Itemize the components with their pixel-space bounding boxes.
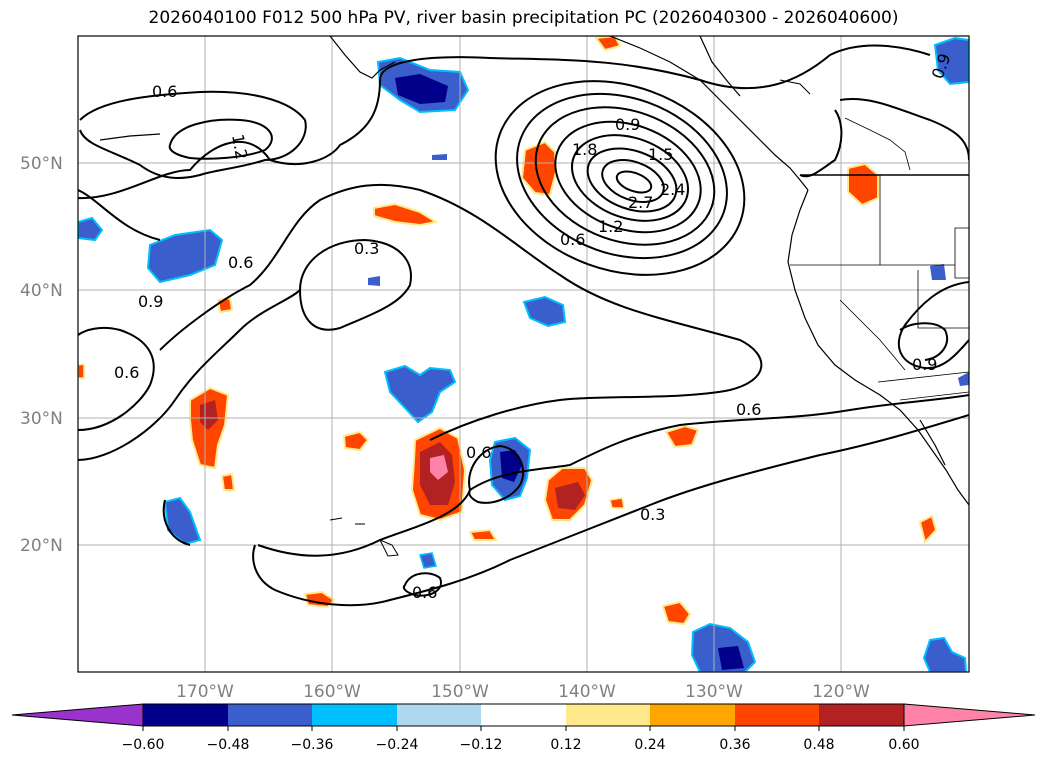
precip-patch-positive: [609, 497, 625, 509]
colorbar-tick-label: −0.60: [122, 737, 165, 753]
contour-label: 2.7: [628, 193, 653, 212]
precip-patch-negative: [163, 496, 202, 546]
lon-label-170w: 170°W: [176, 682, 234, 702]
contour-label: 0.6: [114, 363, 139, 382]
colorbar-tick-label: 0.12: [550, 737, 581, 753]
precip-patch-positive: [594, 36, 622, 52]
precip-patch-positive: [468, 528, 498, 541]
lat-label-40n: 40°N: [20, 281, 63, 301]
lat-label-30n: 30°N: [20, 409, 63, 429]
contour-label: 0.9: [615, 115, 640, 134]
contour-label: 0.6: [228, 253, 253, 272]
contour-label: 2.4: [660, 180, 685, 199]
colorbar-ticks: [142, 726, 905, 731]
contour-label: 1.5: [648, 145, 673, 164]
contour-label: 0.6: [152, 82, 177, 101]
colorbar-tick-label: −0.24: [376, 737, 419, 753]
precip-patch-negative: [146, 228, 224, 284]
lat-label-20n: 20°N: [20, 536, 63, 556]
precip-patch-negative: [78, 216, 104, 242]
colorbar-segment: [228, 704, 312, 726]
precip-patch-positive: [661, 600, 692, 626]
pv-contours: [78, 44, 969, 607]
colorbar-segment: [481, 704, 566, 726]
precip-patch-negative: [922, 636, 968, 672]
precip-patch-negative: [522, 295, 567, 328]
colorbar-tick-label: −0.36: [291, 737, 334, 753]
lon-label-140w: 140°W: [558, 682, 616, 702]
colorbar-tick-label: −0.48: [207, 737, 250, 753]
precip-patch-positive: [373, 202, 439, 227]
precip-patch-positive: [520, 140, 558, 197]
contour-label: 0.6: [560, 230, 585, 249]
lon-label-150w: 150°W: [431, 682, 489, 702]
latitude-labels: 50°N 40°N 30°N 20°N: [20, 154, 63, 556]
colorbar-tick-label: 0.24: [634, 737, 665, 753]
precip-patch-negative: [718, 646, 744, 670]
colorbar-segment: [312, 704, 397, 726]
colorbar-segment: [650, 704, 735, 726]
colorbar-tick-label: 0.36: [719, 737, 750, 753]
colorbar-segment: [735, 704, 819, 726]
contour-label: 1.2: [228, 133, 251, 161]
contour-label: 1.8: [572, 140, 597, 159]
contour-label: 0.6: [466, 443, 491, 462]
precip-patch-negative: [383, 364, 457, 424]
colorbar-outline: [142, 703, 905, 727]
colorbar-extend-high: [903, 703, 1036, 727]
colorbar-tick-label: −0.12: [460, 737, 503, 753]
precip-patch-positive: [342, 430, 370, 452]
colorbar-tick-label: 0.60: [888, 737, 919, 753]
contour-label: 0.9: [912, 355, 937, 374]
precip-patch-negative: [933, 36, 969, 86]
colorbar-extend-low: [11, 703, 144, 727]
contour-label: 0.6: [412, 583, 437, 602]
lon-label-120w: 120°W: [812, 682, 870, 702]
precip-patch-negative: [368, 276, 380, 286]
colorbar-segment: [566, 704, 650, 726]
precip-patch-positive: [555, 482, 585, 510]
precip-patch-positive: [78, 363, 85, 379]
precip-patch-positive: [220, 472, 236, 491]
lon-label-130w: 130°W: [685, 682, 743, 702]
colorbar-segment: [819, 704, 904, 726]
lon-label-160w: 160°W: [303, 682, 361, 702]
colorbar: −0.60 −0.48 −0.36 −0.24 −0.12 0.12 0.24 …: [11, 703, 1036, 753]
colorbar-segment: [397, 704, 481, 726]
precip-patch-negative: [419, 552, 437, 569]
precip-patch-negative: [930, 264, 946, 280]
map-background: [78, 36, 969, 672]
precip-patch-negative: [958, 372, 969, 386]
contour-labels: 0.6 1.2 0.9 1.8 1.5 2.7 2.4 1.2 0.6 0.3 …: [114, 51, 954, 602]
precip-patch-positive: [918, 514, 938, 545]
lat-label-50n: 50°N: [20, 154, 63, 174]
map-frame: [77, 35, 970, 673]
contour-label: 0.3: [640, 505, 665, 524]
precip-patch-positive: [430, 455, 448, 480]
precip-patch-negative: [432, 154, 447, 160]
contour-label: 0.9: [138, 292, 163, 311]
contour-label: 0.6: [736, 400, 761, 419]
longitude-labels: 170°W 160°W 150°W 140°W 130°W 120°W: [176, 682, 870, 702]
contour-label: 1.2: [598, 217, 623, 236]
precip-patch-negative: [395, 74, 448, 104]
contour-label: 0.3: [354, 239, 379, 258]
colorbar-tick-label: 0.48: [803, 737, 834, 753]
map-title: 2026040100 F012 500 hPa PV, river basin …: [148, 8, 899, 28]
colorbar-segment: [143, 704, 228, 726]
coastlines: [99, 36, 969, 557]
precip-patch-positive: [664, 424, 700, 449]
